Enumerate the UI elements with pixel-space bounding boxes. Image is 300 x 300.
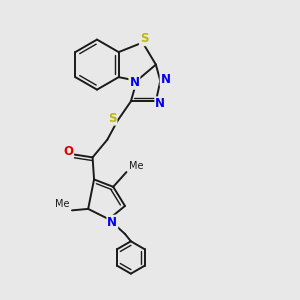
Text: S: S [140, 32, 148, 45]
Text: N: N [160, 73, 171, 86]
Text: N: N [129, 76, 140, 89]
Text: N: N [155, 97, 165, 110]
Text: Me: Me [55, 200, 70, 209]
Text: N: N [107, 216, 117, 229]
Text: Me: Me [129, 160, 143, 171]
Text: O: O [63, 145, 73, 158]
Text: S: S [108, 112, 117, 125]
